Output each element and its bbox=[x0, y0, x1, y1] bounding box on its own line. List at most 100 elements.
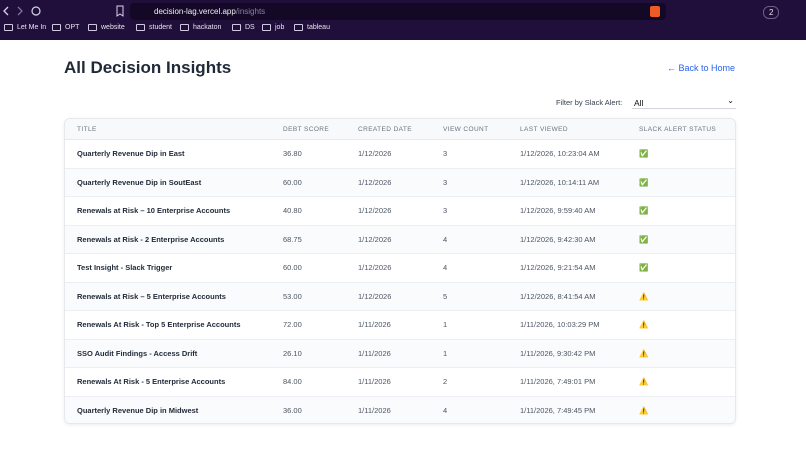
table-cell: 1/11/2026 bbox=[358, 320, 391, 329]
bookmark[interactable]: OPT bbox=[52, 24, 79, 31]
table-cell: 26.10 bbox=[283, 348, 302, 358]
table-cell: 72.00 bbox=[283, 320, 302, 329]
nav-buttons[interactable] bbox=[0, 0, 130, 22]
bookmark[interactable]: tableau bbox=[294, 24, 330, 31]
folder-icon bbox=[4, 24, 13, 31]
folder-icon bbox=[294, 24, 303, 31]
table-header: TITLE DEBT SCORE CREATED DATE VIEW COUNT LAS… bbox=[65, 119, 735, 140]
insights-table: TITLE DEBT SCORE CREATED DATE VIEW COUNT LAS… bbox=[64, 118, 736, 424]
insight-title: Renewals At Risk - Top 5 Enterprise Acco… bbox=[77, 320, 241, 329]
table-cell: 1/11/2026, 9:30:42 PM bbox=[520, 348, 596, 358]
table-cell: 1/12/2026, 9:59:40 AM bbox=[520, 206, 596, 215]
table-row[interactable]: Renewals at Risk - 2 Enterprise Accounts… bbox=[65, 225, 735, 254]
table-cell: 1/12/2026, 8:41:54 AM bbox=[520, 291, 596, 301]
table-cell: 1/12/2026 bbox=[358, 206, 392, 215]
tab-count[interactable]: 2 bbox=[763, 6, 780, 19]
table-cell: 1/11/2026 bbox=[358, 348, 391, 358]
insight-title: Quarterly Revenue Dip in SoutEast bbox=[77, 177, 202, 187]
folder-icon bbox=[136, 24, 145, 31]
table-row[interactable]: Renewals At Risk - Top 5 Enterprise Acco… bbox=[65, 311, 735, 340]
status-icon: ⚠️ bbox=[639, 291, 649, 301]
table-row[interactable]: Quarterly Revenue Dip in SoutEast 60.00 1/… bbox=[65, 168, 735, 197]
column-header: CREATED DATE bbox=[358, 126, 413, 133]
table-cell: 84.00 bbox=[283, 377, 302, 386]
filter-label: Filter by Slack Alert: bbox=[556, 98, 623, 107]
page-title: All Decision Insights bbox=[64, 58, 232, 77]
table-cell: 1/12/2026 bbox=[358, 177, 392, 187]
table-cell: 36.00 bbox=[283, 405, 302, 415]
insight-title: Renewals At Risk - 5 Enterprise Accounts bbox=[77, 377, 226, 386]
table-cell: 1/12/2026, 10:14:11 AM bbox=[520, 177, 600, 187]
insight-title: Quarterly Revenue Dip in East bbox=[77, 149, 185, 158]
bookmark[interactable]: Let Me In bbox=[4, 24, 46, 31]
table-cell: 1/12/2026, 10:23:04 AM bbox=[520, 149, 600, 158]
folder-icon bbox=[52, 24, 61, 31]
bookmark-label: DS bbox=[245, 24, 255, 31]
table-row[interactable]: Renewals At Risk - 5 Enterprise Accounts… bbox=[65, 368, 735, 397]
browser-chrome: decision-lag.vercel.app/insights 2 Let M… bbox=[0, 0, 806, 40]
folder-icon bbox=[262, 24, 271, 31]
table-cell: 1/11/2026 bbox=[358, 405, 391, 415]
table-cell: 40.80 bbox=[283, 206, 302, 215]
column-header: DEBT SCORE bbox=[283, 126, 330, 133]
bookmark[interactable]: student bbox=[136, 24, 172, 31]
status-icon: ✅ bbox=[639, 206, 649, 215]
filter-value: All bbox=[634, 98, 644, 108]
table-cell: 5 bbox=[443, 291, 448, 301]
insight-title: Renewals at Risk - 2 Enterprise Accounts bbox=[77, 234, 225, 244]
bookmark[interactable]: website bbox=[88, 24, 125, 31]
table-cell: 2 bbox=[443, 377, 448, 386]
url-bar[interactable]: decision-lag.vercel.app/insights bbox=[130, 3, 666, 20]
bookmark-label: Let Me In bbox=[17, 24, 47, 31]
table-cell: 68.75 bbox=[283, 234, 302, 244]
insight-title: SSO Audit Findings - Access Drift bbox=[77, 348, 198, 358]
table-cell: 36.80 bbox=[283, 149, 302, 158]
url-path: /insights bbox=[235, 7, 266, 16]
brave-icon[interactable] bbox=[650, 6, 660, 17]
insight-title: Quarterly Revenue Dip in Midwest bbox=[77, 405, 199, 415]
bookmark-label: OPT bbox=[65, 24, 80, 31]
table-row[interactable]: Renewals at Risk – 5 Enterprise Accounts… bbox=[65, 282, 735, 311]
bookmark[interactable]: job bbox=[262, 24, 284, 31]
table-cell: 3 bbox=[443, 149, 448, 158]
table-row[interactable]: SSO Audit Findings - Access Drift 26.10 1/… bbox=[65, 339, 735, 368]
table-cell: 3 bbox=[443, 206, 448, 215]
bookmark-label: tableau bbox=[307, 24, 330, 31]
table-cell: 1/11/2026, 7:49:01 PM bbox=[520, 377, 596, 386]
table-cell: 53.00 bbox=[283, 291, 302, 301]
bookmark-label: website bbox=[101, 24, 125, 31]
status-icon: ✅ bbox=[639, 263, 649, 272]
status-icon: ✅ bbox=[639, 234, 649, 244]
column-header: SLACK ALERT STATUS bbox=[639, 126, 717, 133]
table-cell: 1/12/2026 bbox=[358, 263, 392, 272]
bookmark[interactable]: hackaton bbox=[180, 24, 221, 31]
table-cell: 1/12/2026 bbox=[358, 234, 392, 244]
url: decision-lag.vercel.app/insights bbox=[154, 7, 265, 16]
insight-title: Renewals at Risk – 10 Enterprise Account… bbox=[77, 206, 231, 215]
bookmark-label: student bbox=[149, 24, 172, 31]
insight-title: Renewals at Risk – 5 Enterprise Accounts bbox=[77, 291, 226, 301]
column-header: LAST VIEWED bbox=[520, 126, 568, 133]
status-icon: ⚠️ bbox=[639, 348, 649, 358]
url-host: decision-lag.vercel.app bbox=[154, 7, 236, 16]
status-icon: ✅ bbox=[639, 177, 649, 187]
table-cell: 1/12/2026 bbox=[358, 149, 392, 158]
dropdown-arrow: ⌄ bbox=[727, 96, 734, 105]
table-cell: 4 bbox=[443, 234, 448, 244]
column-header: VIEW COUNT bbox=[443, 126, 489, 133]
filter-select[interactable]: All ⌄ bbox=[632, 96, 736, 109]
table-row[interactable]: Test Insight - Slack Trigger 60.00 1/12/20… bbox=[65, 254, 735, 283]
folder-icon bbox=[232, 24, 241, 31]
table-row[interactable]: Renewals at Risk – 10 Enterprise Account… bbox=[65, 197, 735, 226]
bookmark[interactable]: DS bbox=[232, 24, 255, 31]
table-cell: 1 bbox=[443, 320, 448, 329]
status-icon: ⚠️ bbox=[639, 377, 649, 386]
table-cell: 4 bbox=[443, 405, 448, 415]
table-cell: 1/12/2026, 9:21:54 AM bbox=[520, 263, 596, 272]
bookmark-label: job bbox=[275, 24, 285, 31]
back-link[interactable]: ← Back to Home bbox=[667, 63, 736, 73]
table-row[interactable]: Quarterly Revenue Dip in Midwest 36.00 1/1… bbox=[65, 396, 735, 423]
table-row[interactable]: Quarterly Revenue Dip in East 36.80 1/12/2… bbox=[65, 140, 735, 169]
column-header: TITLE bbox=[77, 126, 97, 133]
